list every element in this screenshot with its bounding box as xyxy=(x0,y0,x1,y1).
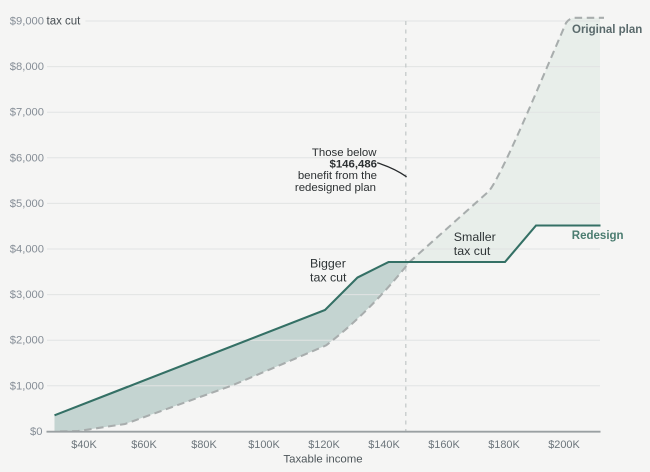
svg-text:Smaller: Smaller xyxy=(454,230,496,244)
svg-text:$140K: $140K xyxy=(368,439,400,451)
svg-text:$80K: $80K xyxy=(191,439,217,451)
svg-text:$5,000: $5,000 xyxy=(10,198,44,210)
svg-text:Redesign: Redesign xyxy=(572,230,624,242)
svg-text:benefit from the: benefit from the xyxy=(298,170,377,182)
svg-text:$200K: $200K xyxy=(548,439,580,451)
svg-text:redesigned plan: redesigned plan xyxy=(295,182,376,194)
svg-text:$6,000: $6,000 xyxy=(10,152,44,164)
svg-text:$9,000: $9,000 xyxy=(10,16,44,28)
svg-text:$160K: $160K xyxy=(428,439,460,451)
svg-text:$0: $0 xyxy=(30,426,42,438)
svg-text:$100K: $100K xyxy=(248,439,280,451)
svg-text:Original plan: Original plan xyxy=(572,24,642,36)
svg-text:$60K: $60K xyxy=(131,439,157,451)
svg-text:$7,000: $7,000 xyxy=(10,107,44,119)
svg-text:$120K: $120K xyxy=(308,439,340,451)
svg-text:tax cut: tax cut xyxy=(454,244,491,258)
svg-text:$2,000: $2,000 xyxy=(10,335,44,347)
svg-text:Bigger: Bigger xyxy=(310,257,346,271)
svg-text:$4,000: $4,000 xyxy=(10,244,44,256)
svg-text:Taxable income: Taxable income xyxy=(283,454,362,466)
svg-text:tax cut: tax cut xyxy=(310,270,347,284)
svg-text:$180K: $180K xyxy=(488,439,520,451)
svg-text:$1,000: $1,000 xyxy=(10,380,44,392)
svg-text:tax cut: tax cut xyxy=(47,16,82,28)
svg-text:Those below: Those below xyxy=(312,147,377,159)
svg-text:$40K: $40K xyxy=(71,439,97,451)
svg-text:$8,000: $8,000 xyxy=(10,61,44,73)
svg-text:$3,000: $3,000 xyxy=(10,289,44,301)
svg-text:$146,486: $146,486 xyxy=(329,159,377,171)
